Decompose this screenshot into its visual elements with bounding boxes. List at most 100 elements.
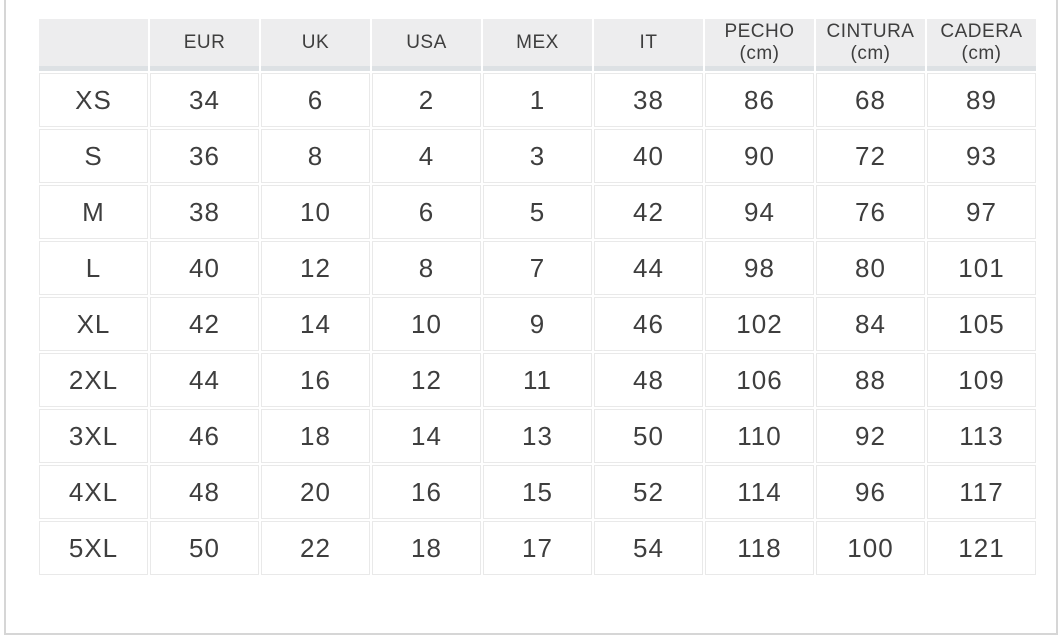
table-cell: 12 — [261, 241, 370, 295]
table-cell: 17 — [483, 521, 592, 575]
table-row: XL 42 14 10 9 46 102 84 105 — [39, 297, 1036, 351]
table-cell: 46 — [594, 297, 703, 351]
table-cell: 20 — [261, 465, 370, 519]
table-cell: 106 — [705, 353, 814, 407]
table-cell: 101 — [927, 241, 1036, 295]
table-cell: 76 — [816, 185, 925, 239]
size-label-cell: XL — [39, 297, 148, 351]
table-cell: 18 — [372, 521, 481, 575]
table-cell: 100 — [816, 521, 925, 575]
table-cell: 96 — [816, 465, 925, 519]
table-cell: 48 — [150, 465, 259, 519]
column-header-eur: EUR — [150, 19, 259, 71]
table-cell: 9 — [483, 297, 592, 351]
table-cell: 88 — [816, 353, 925, 407]
size-label-cell: 4XL — [39, 465, 148, 519]
column-header-label: MEX — [516, 31, 559, 53]
table-cell: 42 — [594, 185, 703, 239]
table-cell: 18 — [261, 409, 370, 463]
column-header-label: PECHO — [724, 20, 795, 42]
table-cell: 84 — [816, 297, 925, 351]
table-cell: 40 — [150, 241, 259, 295]
table-cell: 90 — [705, 129, 814, 183]
column-header-label: EUR — [183, 31, 226, 53]
table-cell: 13 — [483, 409, 592, 463]
table-cell: 10 — [372, 297, 481, 351]
table-cell: 68 — [816, 73, 925, 127]
size-label-cell: M — [39, 185, 148, 239]
table-cell: 8 — [372, 241, 481, 295]
table-cell: 114 — [705, 465, 814, 519]
table-cell: 12 — [372, 353, 481, 407]
table-cell: 54 — [594, 521, 703, 575]
table-cell: 22 — [261, 521, 370, 575]
column-header-sub: (cm) — [739, 42, 780, 64]
table-cell: 14 — [261, 297, 370, 351]
column-header-usa: USA — [372, 19, 481, 71]
size-label-cell: XS — [39, 73, 148, 127]
table-cell: 98 — [705, 241, 814, 295]
size-label-cell: 5XL — [39, 521, 148, 575]
table-cell: 8 — [261, 129, 370, 183]
table-row: XS 34 6 2 1 38 86 68 89 — [39, 73, 1036, 127]
column-header-label: IT — [639, 31, 658, 53]
table-cell: 110 — [705, 409, 814, 463]
table-header: EUR UK USA MEX IT PECHO (cm) — [39, 19, 1036, 71]
table-cell: 2 — [372, 73, 481, 127]
table-cell: 113 — [927, 409, 1036, 463]
table-body: XS 34 6 2 1 38 86 68 89 S 36 8 4 3 40 90… — [39, 73, 1036, 575]
table-row: 5XL 50 22 18 17 54 118 100 121 — [39, 521, 1036, 575]
column-header-label: CINTURA — [826, 20, 915, 42]
column-header-cadera: CADERA (cm) — [927, 19, 1036, 71]
header-row: EUR UK USA MEX IT PECHO (cm) — [39, 19, 1036, 71]
column-header-mex: MEX — [483, 19, 592, 71]
table-cell: 15 — [483, 465, 592, 519]
table-cell: 80 — [816, 241, 925, 295]
table-cell: 6 — [261, 73, 370, 127]
table-cell: 97 — [927, 185, 1036, 239]
table-cell: 121 — [927, 521, 1036, 575]
table-cell: 36 — [150, 129, 259, 183]
table-cell: 7 — [483, 241, 592, 295]
table-cell: 38 — [594, 73, 703, 127]
table-row: 4XL 48 20 16 15 52 114 96 117 — [39, 465, 1036, 519]
table-cell: 89 — [927, 73, 1036, 127]
table-cell: 118 — [705, 521, 814, 575]
size-label-cell: S — [39, 129, 148, 183]
table-cell: 46 — [150, 409, 259, 463]
size-label-cell: 3XL — [39, 409, 148, 463]
table-cell: 11 — [483, 353, 592, 407]
table-cell: 72 — [816, 129, 925, 183]
table-cell: 102 — [705, 297, 814, 351]
table-cell: 3 — [483, 129, 592, 183]
column-header-pecho: PECHO (cm) — [705, 19, 814, 71]
table-cell: 40 — [594, 129, 703, 183]
column-header-label: CADERA — [940, 20, 1023, 42]
table-cell: 44 — [150, 353, 259, 407]
table-row: 2XL 44 16 12 11 48 106 88 109 — [39, 353, 1036, 407]
table-cell: 86 — [705, 73, 814, 127]
table-cell: 42 — [150, 297, 259, 351]
table-cell: 93 — [927, 129, 1036, 183]
table-cell: 50 — [594, 409, 703, 463]
table-cell: 105 — [927, 297, 1036, 351]
table-row: S 36 8 4 3 40 90 72 93 — [39, 129, 1036, 183]
size-label-cell: L — [39, 241, 148, 295]
size-label-cell: 2XL — [39, 353, 148, 407]
table-row: 3XL 46 18 14 13 50 110 92 113 — [39, 409, 1036, 463]
table-cell: 117 — [927, 465, 1036, 519]
table-cell: 38 — [150, 185, 259, 239]
size-conversion-table: EUR UK USA MEX IT PECHO (cm) — [37, 17, 1038, 577]
table-cell: 52 — [594, 465, 703, 519]
table-cell: 109 — [927, 353, 1036, 407]
table-cell: 48 — [594, 353, 703, 407]
table-cell: 34 — [150, 73, 259, 127]
column-header-label: USA — [406, 31, 447, 53]
table-cell: 6 — [372, 185, 481, 239]
table-cell: 92 — [816, 409, 925, 463]
table-cell: 16 — [261, 353, 370, 407]
table-row: L 40 12 8 7 44 98 80 101 — [39, 241, 1036, 295]
table-cell: 94 — [705, 185, 814, 239]
table-cell: 5 — [483, 185, 592, 239]
column-header-blank — [39, 19, 148, 71]
